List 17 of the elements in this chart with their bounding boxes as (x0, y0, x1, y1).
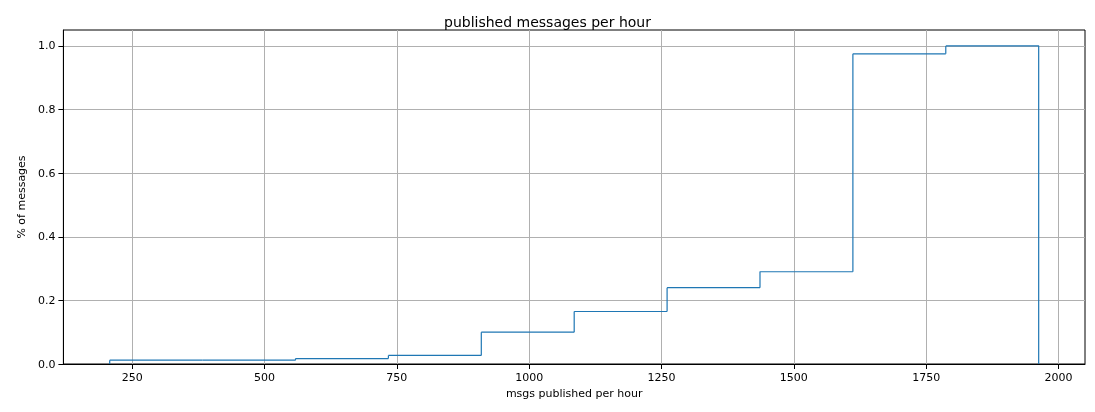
x-tick-label: 2000 (1044, 371, 1073, 384)
x-tick-label: 1500 (779, 371, 808, 384)
y-tick-label: 0.6 (37, 166, 56, 180)
y-tick-label: 0.2 (37, 293, 56, 307)
x-tick-label: 1250 (647, 371, 676, 384)
x-tick-label: 1750 (912, 371, 941, 384)
chart-title: published messages per hour (444, 14, 652, 30)
y-tick-label: 1.0 (37, 39, 56, 53)
x-axis-title: msgs published per hour (505, 387, 643, 400)
y-axis-title: % of messages (15, 155, 28, 239)
x-tick-label: 500 (254, 371, 276, 384)
y-tick-label: 0.4 (37, 230, 56, 244)
x-tick-label: 250 (121, 371, 143, 384)
y-tick-label: 0.0 (37, 357, 56, 371)
x-tick-label: 1000 (515, 371, 544, 384)
y-tick-label: 0.8 (37, 103, 56, 117)
x-tick-label: 750 (386, 371, 408, 384)
